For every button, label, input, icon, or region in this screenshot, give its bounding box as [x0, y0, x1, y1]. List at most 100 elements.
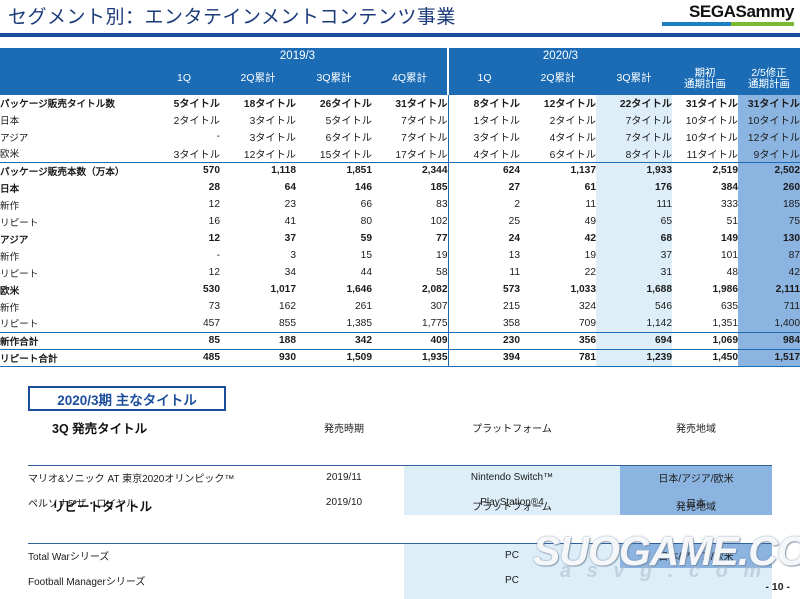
- row-label: リピート: [0, 217, 39, 229]
- table-row: パッケージ販売タイトル数 5タイトル 18タイトル 26タイトル 31タイトル 8タイトル…: [0, 93, 800, 111]
- cell-r6-c0: 12: [208, 199, 220, 210]
- cell-r12-c3: 307: [430, 301, 448, 312]
- cell-r9-c4: 13: [447, 247, 520, 264]
- cell-r14-c8: 984: [738, 331, 800, 349]
- cell-r13-c5: 709: [579, 317, 596, 329]
- table-row: マリオ&ソニック AT 東京2020オリンピック™ 2019/11 Ninten…: [28, 465, 772, 490]
- cell-r12-c0: 73: [208, 301, 220, 312]
- initial-plan-line1: 期初: [694, 66, 716, 79]
- cell-r7-c0: 16: [208, 216, 220, 227]
- table-row: 新作 -3 15 19 13 19 37 101 87: [0, 247, 800, 264]
- cell-r11-c7: 1,986: [712, 284, 739, 295]
- repeat-col-region: 発売地域: [676, 502, 716, 513]
- group-header-fy2019: 2019/3: [148, 48, 448, 64]
- repeat-title-2: 龍が如くシリーズ: [28, 593, 284, 599]
- segasammy-logo: SEGASammy: [662, 3, 794, 29]
- revised-plan-line2: 通期計画: [748, 77, 790, 90]
- cell-r3-c8: 9タイトル: [738, 145, 800, 162]
- cell-r8-c7: 149: [721, 233, 738, 244]
- cell-r15-c0: 485: [148, 348, 220, 367]
- logo-bars: [662, 22, 794, 26]
- cell-r14-c3: 409: [372, 331, 448, 349]
- cell-r4-c0: 570: [148, 161, 220, 179]
- cell-r6-c7: 333: [721, 199, 738, 210]
- release-header-rule: [28, 440, 772, 466]
- cell-r8-c2: 59: [360, 233, 372, 244]
- cell-r1-c8: 10タイトル: [738, 111, 800, 128]
- section-badge: 2020/3期 主なタイトル: [28, 386, 226, 411]
- table-row: 龍が如くシリーズ PlayStation®4／PC: [28, 593, 772, 599]
- cell-r0-c3: 31タイトル: [372, 93, 448, 111]
- cell-r14-c0: 85: [148, 331, 220, 349]
- table-row: 日本 2タイトル 3タイトル 5タイトル 7タイトル 1タイトル 2タイトル 7タイトル 10タ…: [0, 111, 800, 128]
- repeat-platform-1: PC: [404, 568, 620, 593]
- cell-r15-c3: 1,935: [372, 348, 448, 367]
- cell-r5-c8: 260: [738, 179, 800, 196]
- cell-r10-c4: 11: [447, 264, 520, 281]
- cell-r3-c4: 4タイトル: [447, 145, 520, 162]
- cell-r6-c2: 66: [360, 199, 372, 210]
- table-head: 2019/3 2020/3 1Q 2Q累計 3Q累計 4Q累計 1Q 2Q累計 …: [0, 48, 800, 94]
- cell-r8-c4: 24: [447, 230, 520, 247]
- cell-r3-c2: 15タイトル: [319, 149, 372, 161]
- cell-r10-c7: 48: [726, 267, 738, 278]
- table-row: リピート 12 34 44 58 11 22 31 48 42: [0, 264, 800, 281]
- cell-r9-c7: 101: [721, 250, 738, 261]
- release-title-0: マリオ&ソニック AT 東京2020オリンピック™: [28, 474, 235, 486]
- cell-r6-c4: 2: [447, 196, 520, 213]
- row-label: 新作: [0, 302, 20, 314]
- cell-r10-c5: 22: [584, 267, 596, 278]
- cell-r5-c1: 64: [284, 182, 296, 193]
- row-label: パッケージ販売タイトル数: [0, 93, 148, 111]
- col-header-fy19-3q: 3Q累計: [296, 64, 372, 94]
- cell-r15-c1: 930: [220, 348, 296, 367]
- cell-r0-c8: 31タイトル: [738, 93, 800, 111]
- cell-r8-c1: 37: [284, 233, 296, 244]
- cell-r0-c4: 8タイトル: [447, 93, 520, 111]
- cell-r5-c0: 28: [208, 182, 220, 193]
- row-label: 欧米: [0, 285, 20, 297]
- cell-r2-c1: 3タイトル: [249, 133, 296, 144]
- cell-r13-c0: 457: [203, 317, 220, 329]
- initial-plan-line2: 通期計画: [684, 77, 726, 90]
- release-date-0: 2019/11: [326, 472, 362, 484]
- cell-r12-c6: 546: [596, 298, 672, 315]
- cell-r4-c8: 2,502: [738, 161, 800, 179]
- row-label: 新作: [0, 200, 20, 212]
- cell-r3-c1: 12タイトル: [243, 149, 296, 161]
- repeat-titles-table: リピートタイトル プラットフォーム 発売地域 Total Warシリーズ PC …: [28, 493, 772, 599]
- release-titles-table: 3Q 発売タイトル 発売時期 プラットフォーム 発売地域 マリオ&ソニック AT…: [28, 415, 772, 515]
- table-row: 新作 73 162 261 307 215 324 546 635 711: [0, 298, 800, 315]
- cell-r5-c3: 185: [430, 182, 448, 193]
- logo-bar-blue: [662, 22, 731, 26]
- slide-header: セグメント別：エンタテインメントコンテンツ事業 SEGASammy: [0, 0, 800, 37]
- cell-r11-c0: 530: [203, 284, 220, 295]
- repeat-col-spacer: [284, 493, 404, 518]
- cell-r13-c4: 358: [447, 315, 520, 332]
- table-row: Total Warシリーズ PC 日本/アジア/欧米: [28, 543, 772, 568]
- cell-r2-c6: 7タイトル: [596, 128, 672, 145]
- cell-r6-c5: 11: [585, 199, 596, 210]
- repeat-spacer-2: [284, 593, 404, 599]
- repeat-title-0: Total Warシリーズ: [28, 552, 110, 564]
- watermark-sub: a s v g . c o m: [560, 560, 767, 582]
- cell-r7-c3: 102: [430, 216, 448, 227]
- cell-r14-c4: 230: [447, 331, 520, 349]
- revised-plan-line1: 2/5修正: [751, 66, 787, 79]
- cell-r1-c5: 2タイトル: [549, 116, 596, 127]
- cell-r7-c5: 49: [584, 216, 596, 227]
- table-row: リピート 457 855 1,385 1,775 358 709 1,142 1,351 1,40…: [0, 315, 800, 332]
- col-header-fy19-4q: 4Q累計: [372, 64, 448, 94]
- group-header-revised-spacer: [738, 48, 800, 64]
- cell-r5-c7: 384: [721, 182, 738, 193]
- cell-r3-c5: 6タイトル: [549, 149, 596, 161]
- cell-r1-c2: 5タイトル: [325, 116, 372, 127]
- cell-r3-c7: 11タイトル: [686, 149, 738, 161]
- cell-r15-c2: 1,509: [296, 348, 372, 367]
- release-platform-1: PlayStation®4: [404, 490, 620, 515]
- cell-r14-c6: 694: [596, 331, 672, 349]
- table-row: リピート 16 41 80 102 25 49 65 51 75: [0, 213, 800, 230]
- cell-r4-c7: 2,519: [672, 161, 738, 179]
- cell-r9-c5: 19: [584, 250, 596, 261]
